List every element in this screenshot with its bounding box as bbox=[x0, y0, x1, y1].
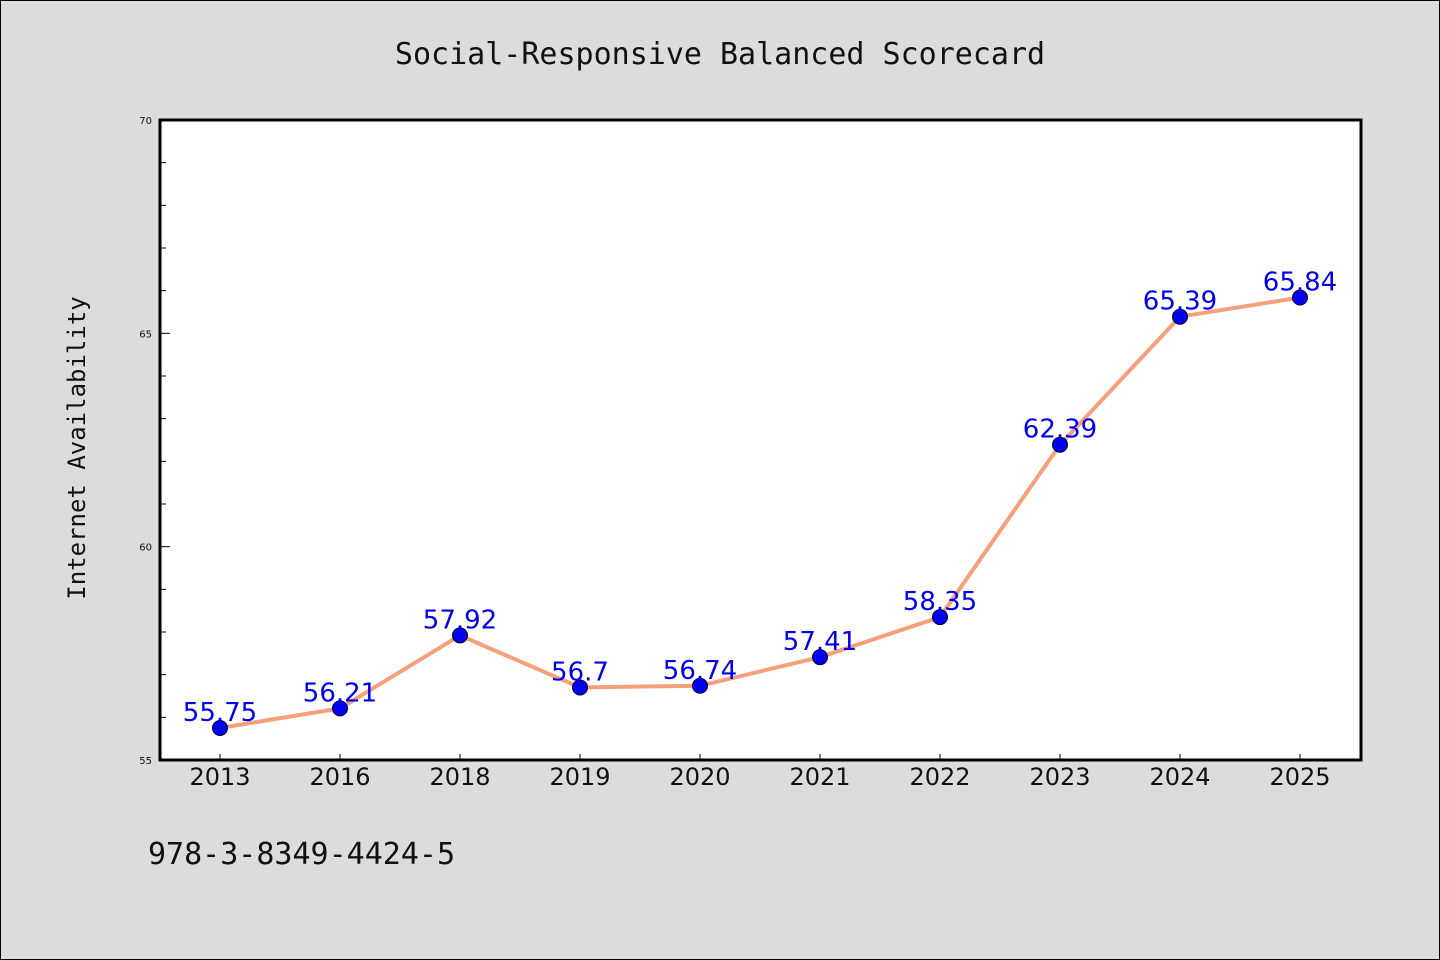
x-tick-label: 2022 bbox=[909, 763, 970, 791]
chart-title: Social-Responsive Balanced Scorecard bbox=[395, 37, 1045, 72]
data-label-2020: 56.74 bbox=[663, 656, 737, 686]
x-tick-label: 2025 bbox=[1269, 763, 1330, 791]
y-tick-label: 70 bbox=[139, 116, 152, 127]
data-label-2022: 58.35 bbox=[903, 587, 977, 617]
data-point-2025 bbox=[1292, 289, 1308, 306]
y-tick-label: 65 bbox=[139, 329, 152, 340]
x-tick-label: 2018 bbox=[429, 763, 490, 791]
y-tick-label: 55 bbox=[139, 756, 152, 767]
data-label-2023: 62.39 bbox=[1023, 415, 1097, 445]
data-point-2024 bbox=[1172, 308, 1188, 325]
data-labels: 55.75 56.21 57.92 56.7 56.74 57.41 58.35 62.39 6… bbox=[183, 267, 1337, 728]
x-axis-ticks: 2013 2016 2018 2019 2020 2021 2022 2023 2024 2025 bbox=[189, 754, 1331, 791]
x-tick-label: 2023 bbox=[1029, 763, 1090, 791]
data-label-2013: 55.75 bbox=[183, 698, 257, 728]
data-label-2018: 57.92 bbox=[423, 605, 497, 635]
plot-area bbox=[158, 118, 1363, 762]
y-axis-ticks: 55 60 65 70 bbox=[139, 116, 170, 767]
x-tick-label: 2024 bbox=[1149, 763, 1210, 791]
data-label-2016: 56.21 bbox=[303, 678, 377, 708]
x-tick-label: 2016 bbox=[309, 763, 370, 791]
data-point-2016 bbox=[332, 700, 348, 717]
data-point-2021 bbox=[812, 649, 828, 666]
x-tick-label: 2020 bbox=[669, 763, 730, 791]
x-tick-label: 2013 bbox=[189, 763, 250, 791]
series-line bbox=[219, 295, 1301, 730]
data-label-2021: 57.41 bbox=[783, 627, 857, 657]
x-tick-label: 2021 bbox=[789, 763, 850, 791]
data-label-2019: 56.7 bbox=[551, 657, 609, 687]
data-label-2025: 65.84 bbox=[1263, 267, 1337, 297]
y-tick-label: 60 bbox=[139, 543, 152, 554]
data-point-2023 bbox=[1052, 436, 1068, 453]
data-label-2024: 65.39 bbox=[1143, 287, 1217, 317]
x-tick-label: 2019 bbox=[549, 763, 610, 791]
series-markers bbox=[212, 289, 1308, 736]
data-point-2019 bbox=[572, 679, 588, 696]
data-point-2022 bbox=[932, 609, 948, 626]
isbn-footer: 978-3-8349-4424-5 bbox=[148, 837, 455, 872]
data-point-2018 bbox=[452, 627, 468, 644]
y-axis-label: Internet Availability bbox=[63, 296, 91, 599]
data-point-2020 bbox=[692, 677, 708, 694]
data-point-2013 bbox=[212, 720, 228, 736]
